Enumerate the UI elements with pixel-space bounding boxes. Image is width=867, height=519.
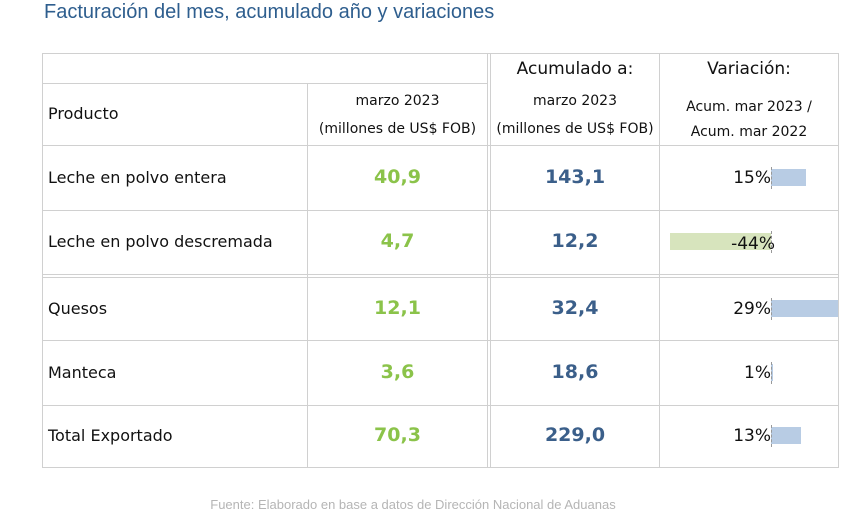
header-acum-line1: marzo 2023 — [533, 93, 617, 109]
header-variation-line1: Acum. mar 2023 / — [686, 99, 812, 115]
accumulated-value: 32,4 — [551, 296, 599, 319]
data-table: Producto marzo 2023 (millones de US$ FOB… — [42, 53, 839, 468]
month-value: 70,3 — [374, 424, 421, 446]
header-variation-top: Variación: — [707, 59, 791, 79]
column-divider — [487, 54, 488, 467]
zero-axis-line — [771, 166, 773, 189]
variation-label: 1% — [744, 362, 771, 383]
zero-axis-line — [771, 297, 773, 320]
row-divider — [43, 340, 838, 341]
source-footnote: Fuente: Elaborado en base a datos de Dir… — [210, 497, 616, 512]
accumulated-value: 18,6 — [551, 360, 599, 383]
product-name: Quesos — [48, 298, 108, 318]
accumulated-value: 12,2 — [551, 230, 599, 252]
row-divider — [43, 145, 838, 146]
variation-label: 13% — [733, 426, 771, 446]
zero-axis-line — [771, 361, 773, 384]
variation-bar — [771, 299, 838, 317]
product-name: Leche en polvo entera — [48, 167, 227, 187]
row-divider — [43, 274, 838, 275]
column-divider — [307, 83, 308, 467]
header-product: Producto — [48, 104, 119, 123]
header-acum-line2: (millones de US$ FOB) — [496, 121, 654, 137]
variation-label: 29% — [733, 298, 771, 319]
header-month-line2: (millones de US$ FOB) — [318, 121, 477, 137]
accumulated-value: 143,1 — [544, 165, 606, 188]
variation-bar — [771, 363, 774, 381]
row-divider — [43, 83, 487, 84]
variation-bar — [669, 233, 771, 250]
month-value: 3,6 — [380, 360, 415, 383]
product-name: Manteca — [48, 362, 117, 382]
month-value: 4,7 — [380, 230, 415, 252]
month-value: 12,1 — [374, 296, 421, 319]
column-divider — [490, 54, 491, 467]
accumulated-value: 229,0 — [544, 424, 606, 446]
zero-axis-line — [771, 231, 773, 253]
column-divider — [659, 54, 660, 467]
header-acum-top: Acumulado a: — [516, 59, 634, 79]
product-name: Leche en polvo descremada — [48, 232, 273, 251]
product-name: Total Exportado — [48, 426, 173, 445]
month-value: 40,9 — [374, 165, 421, 188]
row-divider — [43, 210, 838, 211]
variation-bar — [771, 168, 806, 186]
header-month-line1: marzo 2023 — [355, 93, 440, 109]
variation-label: -44% — [731, 234, 775, 254]
zero-axis-line — [771, 425, 773, 447]
page-title: Facturación del mes, acumulado año y var… — [44, 1, 495, 23]
row-divider — [43, 277, 838, 278]
row-divider — [43, 405, 838, 406]
header-variation-line2: Acum. mar 2022 — [690, 124, 808, 140]
variation-bar — [771, 427, 801, 444]
variation-label: 15% — [733, 167, 771, 188]
